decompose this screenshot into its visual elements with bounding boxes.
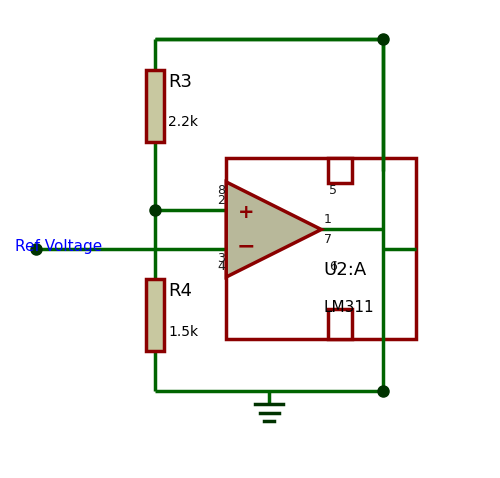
Bar (328, 158, 352, 183)
Text: Ref Voltage: Ref Voltage (15, 239, 102, 254)
Bar (226, 158, 416, 339)
Text: R3: R3 (168, 73, 192, 91)
Text: 5: 5 (330, 185, 338, 197)
Text: 3: 3 (218, 252, 226, 265)
Text: 1: 1 (324, 213, 332, 226)
Text: −: − (237, 236, 256, 256)
Polygon shape (226, 182, 322, 277)
Bar (146, 70, 164, 141)
Text: 4: 4 (218, 260, 226, 273)
Text: 6: 6 (330, 260, 337, 273)
Bar (146, 280, 164, 351)
Text: 7: 7 (324, 233, 332, 246)
Text: 1.5k: 1.5k (168, 325, 198, 338)
Text: R4: R4 (168, 282, 192, 300)
Text: U2:A: U2:A (324, 261, 367, 279)
Text: 8: 8 (218, 185, 226, 197)
Text: 2: 2 (218, 194, 226, 206)
Text: LM311: LM311 (324, 300, 374, 315)
Text: +: + (238, 203, 254, 222)
Bar (328, 309, 352, 339)
Text: 2.2k: 2.2k (168, 116, 198, 130)
